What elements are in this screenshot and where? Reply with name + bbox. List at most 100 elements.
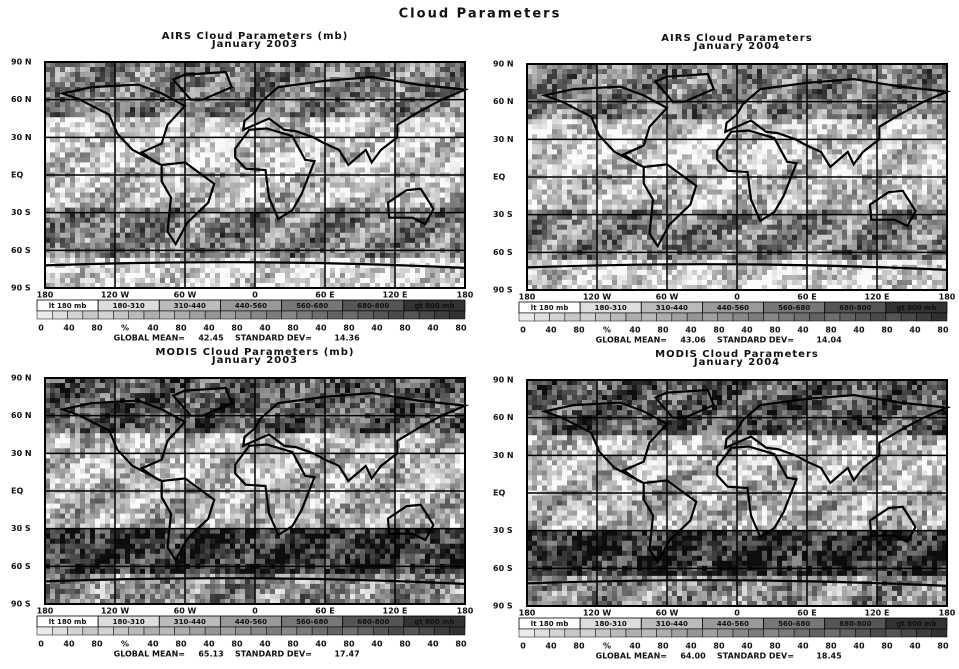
map-cell xyxy=(80,152,85,157)
map-cell xyxy=(80,72,85,77)
map-cell xyxy=(435,193,440,198)
lon-label: 180 xyxy=(37,291,54,300)
map-cell xyxy=(400,228,405,233)
map-cell xyxy=(285,102,290,107)
map-cell xyxy=(185,167,190,172)
map-cell xyxy=(145,213,150,218)
map-cell xyxy=(190,157,195,162)
map-cell xyxy=(65,72,70,77)
map-cell xyxy=(425,112,430,117)
map-cell xyxy=(205,162,210,167)
map-cell xyxy=(220,137,225,142)
map-cell xyxy=(195,92,200,97)
map-cell xyxy=(255,218,260,223)
map-cell xyxy=(345,102,350,107)
map-cell xyxy=(637,84,642,89)
map-cell xyxy=(827,74,832,79)
map-cell xyxy=(552,84,557,89)
map-cell xyxy=(90,213,95,218)
map-cell xyxy=(95,147,100,152)
map-cell xyxy=(435,77,440,82)
lon-label: 60 E xyxy=(315,291,334,300)
map-cell xyxy=(355,72,360,77)
map-cell xyxy=(115,157,120,162)
map-cell xyxy=(440,137,445,142)
map-cell xyxy=(692,84,697,89)
map-cell xyxy=(385,228,390,233)
map-cell xyxy=(360,127,365,132)
map-cell xyxy=(335,117,340,122)
map-cell xyxy=(295,233,300,238)
map-cell xyxy=(410,233,415,238)
map-cell xyxy=(265,238,270,243)
map-cell xyxy=(175,193,180,198)
map-cell xyxy=(260,183,265,188)
map-cell xyxy=(190,117,195,122)
map-cell xyxy=(365,117,370,122)
map-cell xyxy=(370,137,375,142)
map-cell xyxy=(360,162,365,167)
map-cell xyxy=(205,228,210,233)
map-cell xyxy=(335,193,340,198)
map-cell xyxy=(220,218,225,223)
map-cell xyxy=(130,162,135,167)
map-cell xyxy=(270,213,275,218)
map-cell xyxy=(95,228,100,233)
map-cell xyxy=(205,213,210,218)
map-cell xyxy=(395,278,400,283)
map-cell xyxy=(375,183,380,188)
map-cell xyxy=(65,122,70,127)
map-cell xyxy=(145,203,150,208)
map-cell xyxy=(65,233,70,238)
map-cell xyxy=(380,213,385,218)
map-cell xyxy=(115,112,120,117)
map-cell xyxy=(862,69,867,74)
map-cell xyxy=(230,72,235,77)
map-cell xyxy=(210,147,215,152)
map-cell xyxy=(430,162,435,167)
map-cell xyxy=(425,268,430,273)
map-cell xyxy=(325,278,330,283)
map-cell xyxy=(305,253,310,258)
map-cell xyxy=(587,79,592,84)
map-cell xyxy=(425,183,430,188)
map-cell xyxy=(80,223,85,228)
map-cell xyxy=(115,188,120,193)
scale-label: 80 xyxy=(231,324,243,333)
map-cell xyxy=(235,223,240,228)
map-cell xyxy=(395,92,400,97)
map-cell xyxy=(415,102,420,107)
map-cell xyxy=(215,82,220,87)
map-cell xyxy=(95,278,100,283)
map-cell xyxy=(562,84,567,89)
map-cell xyxy=(752,74,757,79)
map-cell xyxy=(70,137,75,142)
map-cell xyxy=(440,77,445,82)
map-cell xyxy=(95,152,100,157)
map-cell xyxy=(455,243,460,248)
map-cell xyxy=(215,147,220,152)
map-cell xyxy=(325,243,330,248)
map-cell xyxy=(270,137,275,142)
map-cell xyxy=(75,112,80,117)
map-cell xyxy=(50,117,55,122)
map-cell xyxy=(455,223,460,228)
map-cell xyxy=(455,258,460,263)
map-cell xyxy=(415,278,420,283)
map-cell xyxy=(155,147,160,152)
legend-swatch xyxy=(373,311,388,319)
map-cell xyxy=(240,273,245,278)
map-cell xyxy=(150,127,155,132)
map-cell xyxy=(350,72,355,77)
map-cell xyxy=(210,243,215,248)
map-cell xyxy=(365,243,370,248)
map-cell xyxy=(130,198,135,203)
map-cell xyxy=(135,92,140,97)
map-cell xyxy=(265,162,270,167)
legend-swatch xyxy=(190,311,205,319)
legend-swatch xyxy=(389,311,404,319)
map-cell xyxy=(215,228,220,233)
map-cell xyxy=(400,238,405,243)
map-cell xyxy=(450,253,455,258)
map-cell xyxy=(310,273,315,278)
